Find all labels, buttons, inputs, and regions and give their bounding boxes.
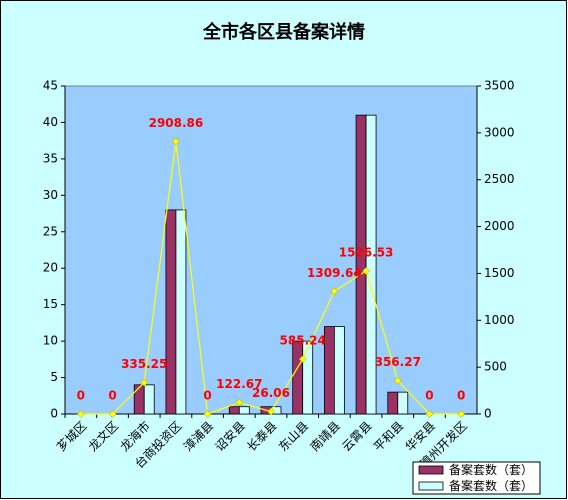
legend-label: 备案套数（套） [449, 462, 533, 477]
data-label: 0 [457, 389, 465, 403]
y2-tick-label: 1000 [484, 313, 515, 327]
line-marker [203, 410, 212, 418]
legend-label: 备案套数（套） [449, 478, 533, 493]
line-marker [108, 410, 117, 418]
data-label: 0 [77, 389, 85, 403]
line-marker [172, 137, 180, 146]
line-marker [235, 398, 244, 407]
bar [333, 326, 345, 415]
line-marker [393, 376, 402, 385]
legend-swatch [418, 465, 444, 475]
legend-swatch [418, 481, 444, 491]
y2-tick-label: 2000 [484, 219, 515, 233]
bar [355, 114, 367, 415]
y2-tick-label: 0 [484, 407, 492, 421]
bar [302, 340, 314, 415]
y-tick-label: 5 [50, 370, 58, 384]
y2-tick-label: 500 [484, 360, 507, 374]
y-tick-label: 45 [43, 79, 58, 93]
bar [292, 340, 304, 415]
y-tick-label: 40 [43, 115, 58, 129]
data-label: 1526.53 [339, 245, 394, 259]
data-label: 335.25 [121, 357, 167, 371]
bar [238, 406, 250, 415]
line-marker [267, 407, 275, 416]
plot-area [64, 85, 478, 415]
data-label: 356.27 [375, 355, 421, 369]
y-tick-label: 10 [43, 334, 58, 348]
chart-title: 全市各区县备案详情 [202, 21, 365, 43]
data-label: 0 [108, 389, 116, 403]
y2-tick-label: 3000 [484, 125, 515, 139]
data-label: 2908.86 [149, 116, 204, 130]
bar [397, 391, 409, 415]
line-marker [76, 410, 85, 418]
y-tick-label: 30 [43, 188, 58, 202]
line-marker [298, 355, 307, 364]
y-tick-label: 15 [43, 297, 58, 311]
bar [387, 391, 399, 415]
bar [133, 384, 145, 415]
data-label: 122.67 [216, 377, 262, 391]
y-tick-label: 20 [43, 261, 58, 275]
line-marker [330, 287, 339, 296]
y-tick-label: 0 [50, 407, 58, 421]
bar [365, 114, 377, 415]
y2-tick-label: 2500 [484, 172, 515, 186]
data-label: 0 [425, 389, 433, 403]
data-label: 0 [203, 389, 211, 403]
y-tick-label: 35 [43, 151, 58, 165]
bar [228, 406, 240, 415]
bar [175, 209, 187, 415]
bar [143, 384, 155, 415]
line-marker [425, 410, 434, 418]
bar [323, 326, 335, 415]
y-tick-label: 25 [43, 224, 58, 238]
data-label: 26.06 [252, 386, 290, 400]
y2-tick-label: 1500 [484, 266, 515, 280]
line-marker [457, 410, 466, 418]
data-label: 1309.64 [307, 266, 362, 280]
y2-tick-label: 3500 [484, 79, 515, 93]
line-marker [140, 378, 149, 387]
line-marker [362, 267, 370, 275]
data-label: 585.24 [280, 334, 326, 348]
bar [165, 209, 177, 415]
